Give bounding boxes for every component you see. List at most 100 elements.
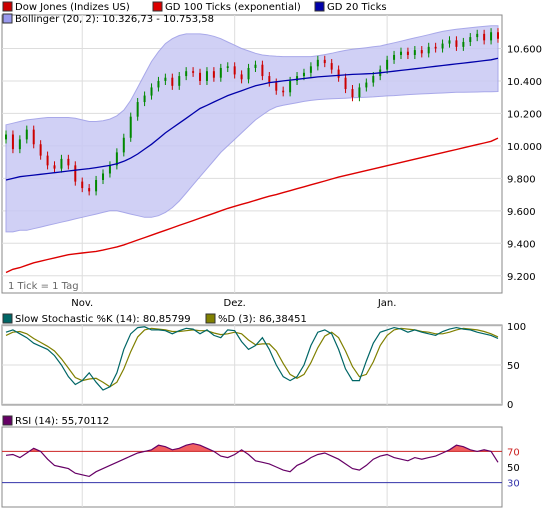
candle — [122, 133, 125, 157]
candle — [455, 36, 458, 51]
candle-body — [150, 87, 153, 96]
candle-body — [164, 77, 167, 81]
candle-body — [178, 76, 181, 86]
legend-label-gd100: GD 100 Ticks (exponential) — [165, 2, 301, 13]
candle-body — [427, 46, 430, 54]
candle — [129, 112, 132, 142]
candle-body — [296, 76, 299, 81]
rsi-y-tick-label: 30 — [507, 479, 520, 490]
candle — [171, 73, 174, 90]
rsi-line — [5, 442, 499, 478]
legend-swatch-bollinger — [2, 13, 13, 24]
bollinger-band — [5, 25, 499, 233]
candle-body — [60, 158, 63, 169]
candle — [462, 37, 465, 51]
candle — [490, 28, 493, 45]
legend-label-bollinger: Bollinger (20, 2): 10.326,73 - 10.753,58 — [15, 14, 214, 25]
candle — [67, 154, 70, 170]
candle-body — [441, 43, 444, 49]
rsi-y-tick-label: 50 — [507, 463, 520, 474]
candle-body — [372, 76, 375, 83]
legend-label-stoch-d: %D (3): 86,38451 — [218, 314, 307, 325]
ema100-line — [5, 137, 499, 274]
candle — [199, 68, 202, 85]
x-tick-label: Jan. — [377, 298, 397, 309]
candle-body — [143, 95, 146, 103]
candle-body — [5, 134, 7, 140]
candle — [88, 184, 91, 196]
candle-body — [406, 51, 409, 55]
price-y-tick-label: 9.800 — [507, 174, 536, 185]
rsi-plot-area — [1, 426, 503, 508]
candle-body — [316, 59, 319, 67]
legend-swatch-gd20 — [314, 1, 325, 12]
candle-body — [330, 63, 333, 70]
candle — [427, 42, 430, 58]
legend-label-gd20: GD 20 Ticks — [327, 2, 387, 13]
candle-body — [455, 40, 458, 47]
candle-body — [448, 40, 451, 44]
candle — [247, 63, 250, 84]
candle-body — [157, 80, 160, 88]
candle — [268, 72, 271, 87]
rsi-reference-lines — [2, 450, 502, 484]
sma20-line — [5, 57, 499, 181]
candle — [351, 85, 354, 102]
candle-body — [67, 158, 70, 166]
rsi-gridlines — [81, 427, 388, 507]
candle — [240, 70, 243, 84]
candle — [212, 67, 215, 82]
candle-body — [247, 67, 250, 80]
stochastic-y-tick-label: 100 — [507, 322, 526, 333]
candle — [136, 97, 139, 121]
legend-label-dow-jones: Dow Jones (Indizes US) — [15, 2, 130, 13]
candle-body — [254, 64, 257, 68]
candle — [434, 42, 437, 53]
candle-body — [192, 71, 195, 73]
candle-body — [282, 90, 285, 93]
price-panel: 9.200 9.400 9.600 9.800 10.000 10.200 10.400 10… — [1, 14, 542, 309]
candle-body — [39, 144, 42, 156]
price-y-tick-label: 10.200 — [507, 109, 542, 120]
candle-body — [171, 77, 174, 86]
candle-body — [302, 72, 305, 77]
candle — [309, 62, 312, 77]
candle-body — [434, 46, 437, 49]
candle-body — [199, 72, 202, 81]
candle-body — [268, 76, 271, 83]
tick-note: 1 Tick = 1 Tag — [8, 281, 79, 292]
candle — [337, 65, 340, 82]
candle — [157, 76, 160, 92]
candle-body — [53, 165, 56, 169]
candle-body — [497, 32, 499, 39]
candle-body — [136, 102, 139, 117]
candle-body — [88, 188, 91, 192]
stochastic-panel: 0 50 100 Slow Stochastic %K (14): 80,85799… — [1, 313, 526, 411]
candle-body — [25, 129, 28, 140]
price-y-tick-label: 10.000 — [507, 142, 542, 153]
candle-body — [219, 67, 222, 78]
rsi-y-tick-labels: 30 50 70 — [507, 447, 520, 489]
candle — [386, 55, 389, 74]
legend-swatch-stoch-d — [205, 313, 216, 324]
stochastic-k-line — [5, 326, 499, 391]
price-y-tick-label: 10.600 — [507, 44, 542, 55]
candle-body — [261, 64, 264, 77]
candle — [219, 63, 222, 82]
candle-body — [365, 82, 368, 88]
legend-label-rsi: RSI (14): 55,70112 — [15, 416, 109, 427]
stochastic-y-tick-label: 50 — [507, 361, 520, 372]
candle — [261, 60, 264, 81]
price-y-tick-label: 9.200 — [507, 272, 536, 283]
candle-body — [122, 137, 125, 153]
candle — [406, 47, 409, 60]
candle-body — [399, 51, 402, 55]
candle-body — [483, 33, 486, 41]
candle — [372, 72, 375, 87]
legend-swatch-gd100 — [152, 1, 163, 12]
candle — [11, 130, 14, 154]
candle — [420, 46, 423, 58]
legend-label-stoch-k: Slow Stochastic %K (14): 80,85799 — [15, 314, 191, 325]
candle-body — [462, 41, 465, 47]
